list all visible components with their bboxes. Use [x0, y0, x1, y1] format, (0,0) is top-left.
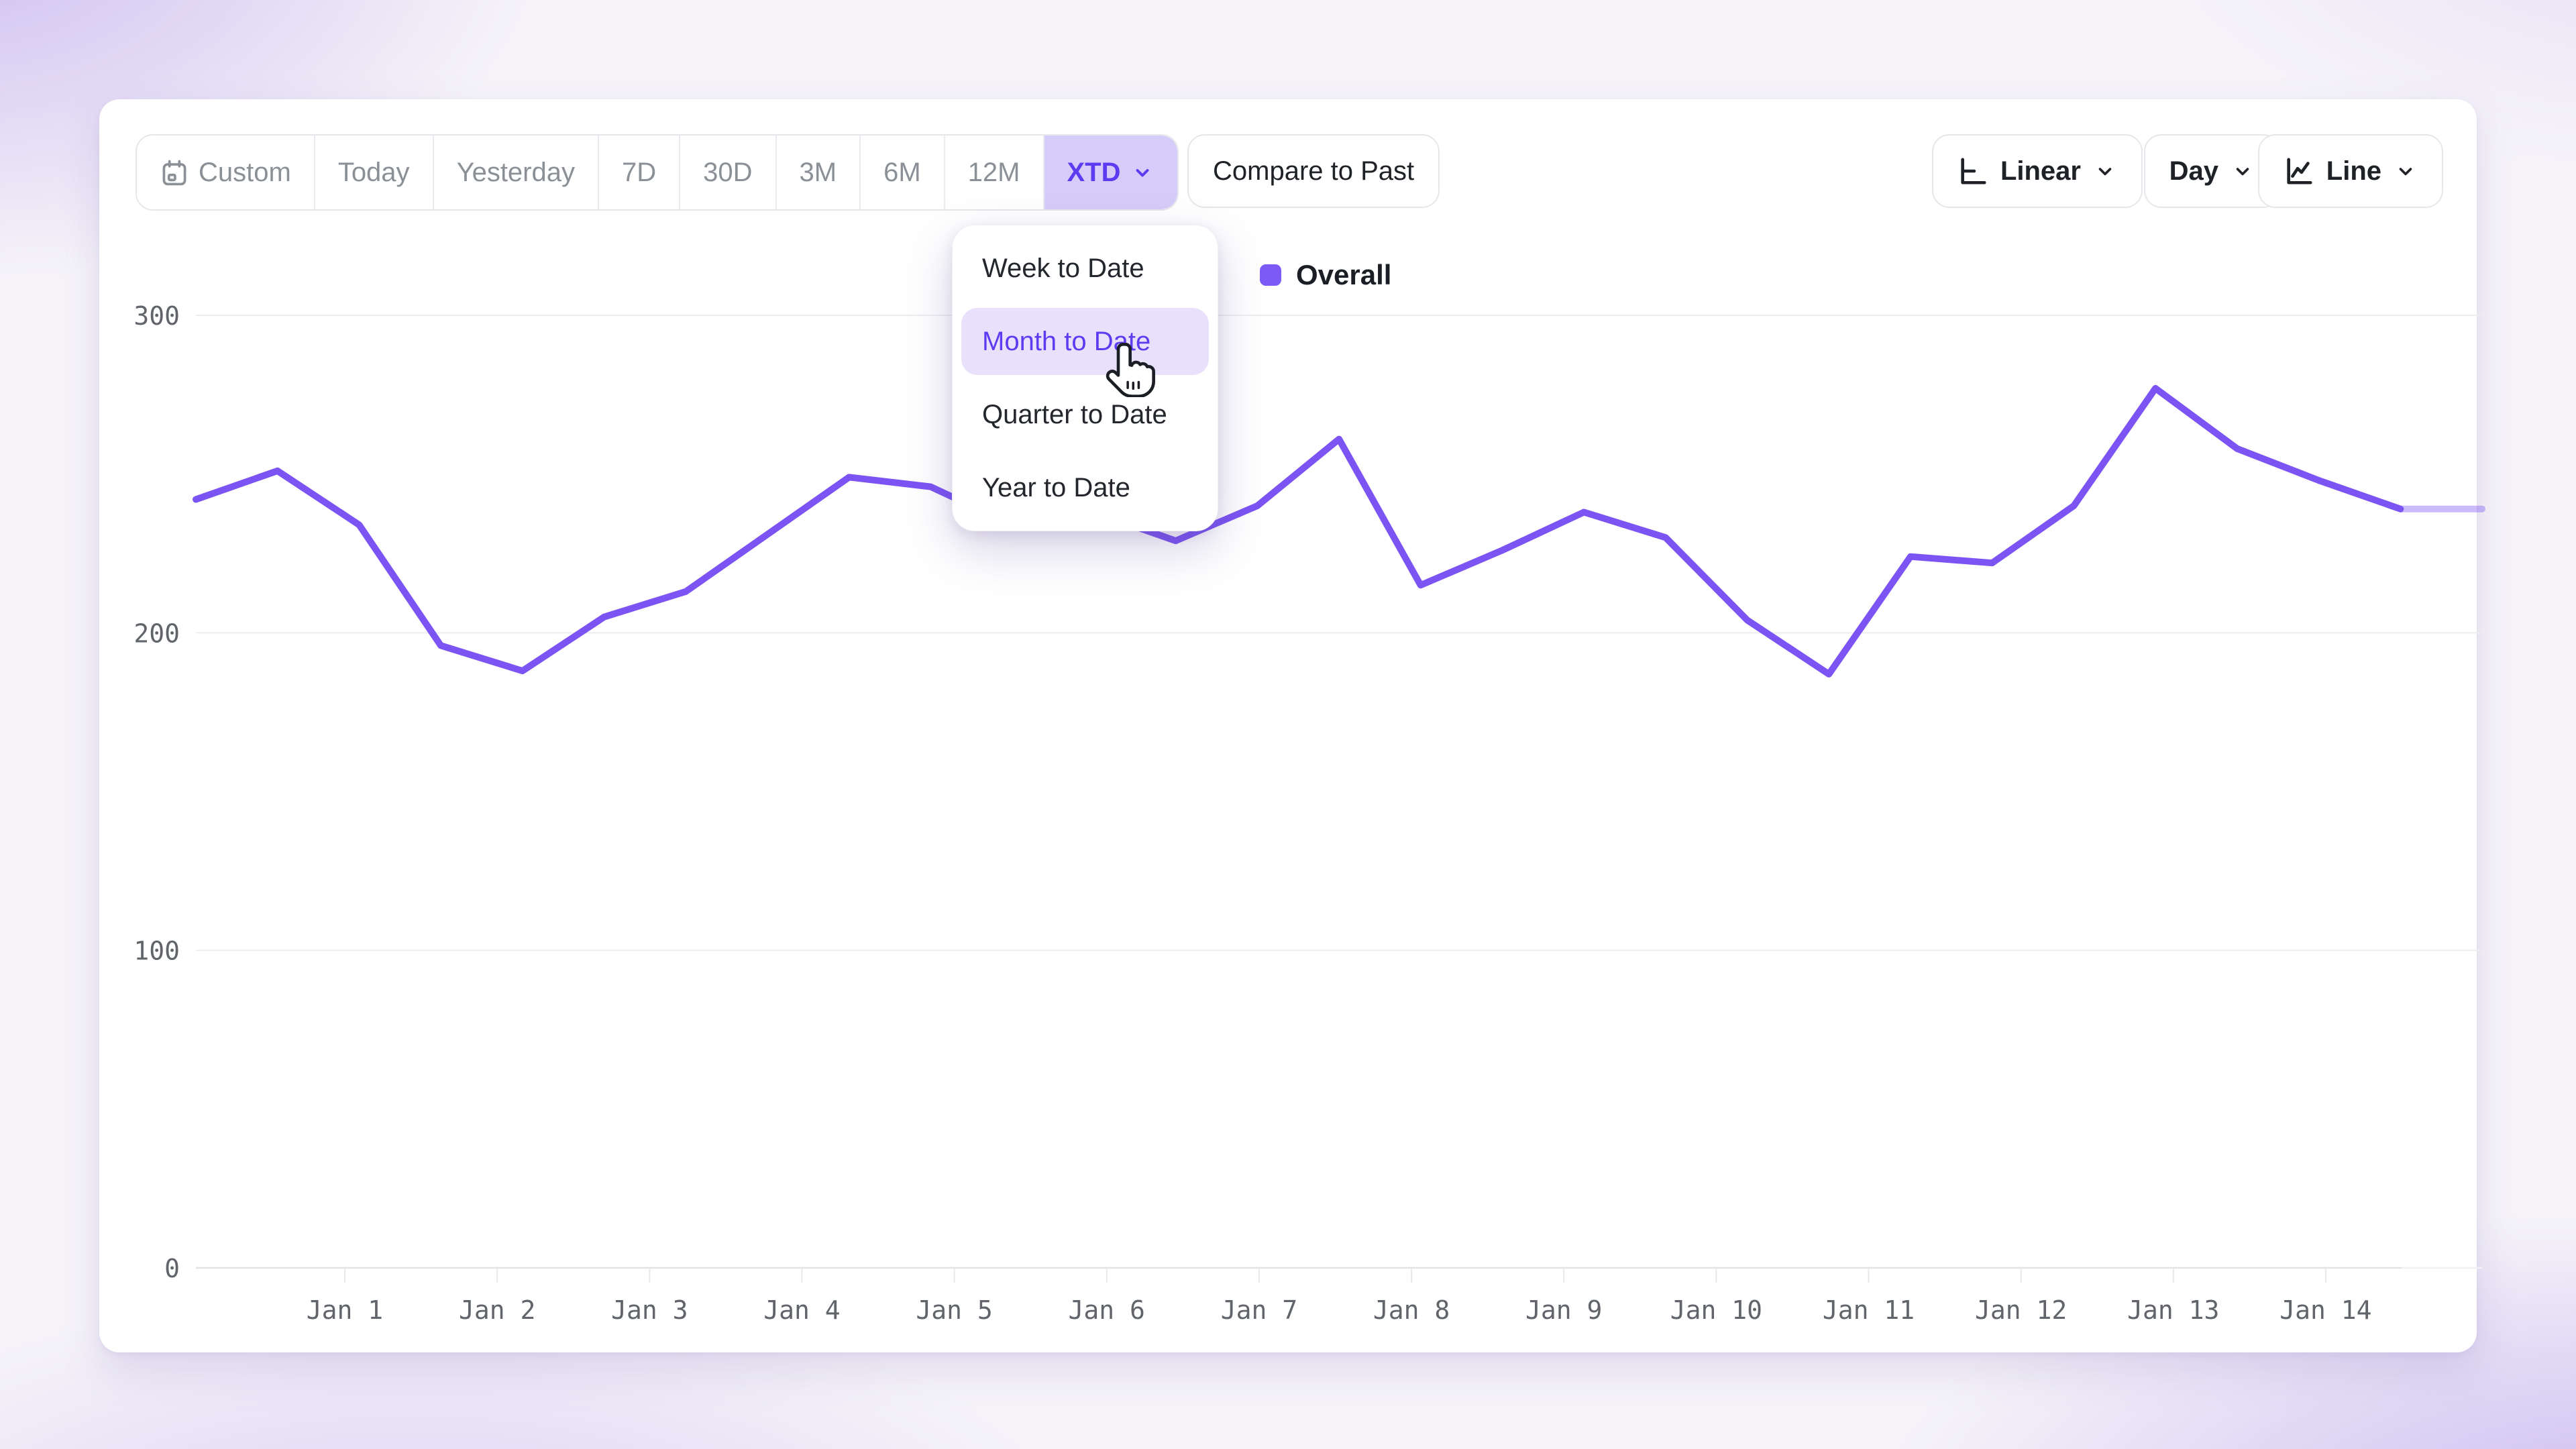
range-button-label: Custom [199, 157, 291, 187]
chart-type-select-button[interactable]: Line [2257, 134, 2443, 208]
menu-item-month-to-date[interactable]: Month to Date [961, 308, 1209, 375]
chevron-down-icon [2236, 168, 2249, 176]
range-button-label: XTD [1067, 157, 1121, 187]
calendar-icon [162, 160, 186, 186]
menu-item-year-to-date[interactable]: Year to Date [982, 472, 1130, 502]
menu-item-week-to-date[interactable]: Week to Date [982, 253, 1144, 283]
range-button-label: 7D [622, 157, 657, 187]
range-button-12m[interactable]: 12M [945, 136, 1044, 209]
line-chart-icon [2287, 158, 2312, 184]
menu-item-quarter-to-date[interactable]: Quarter to Date [982, 399, 1167, 429]
range-button-30d[interactable]: 30D [680, 136, 777, 209]
chevron-down-icon [2098, 168, 2112, 176]
chevron-down-icon [2399, 168, 2412, 176]
legend: Overall [1260, 259, 1391, 291]
legend-swatch [1260, 264, 1281, 286]
range-button-6m[interactable]: 6M [861, 136, 945, 209]
range-button-custom[interactable]: Custom [137, 136, 315, 209]
range-button-label: Today [337, 157, 410, 187]
scale-select-button[interactable]: Linear [1931, 134, 2143, 208]
date-range-segmented-control: Custom Today Yesterday 7D 30D 3M 6M 12M XTD [136, 134, 1179, 211]
granularity-select-button[interactable]: Day [2143, 134, 2280, 208]
range-button-7d[interactable]: 7D [599, 136, 681, 209]
hand-cursor-icon [1106, 343, 1155, 397]
range-button-label: 12M [967, 157, 1020, 187]
range-button-today[interactable]: Today [315, 136, 434, 209]
analytics-card [99, 99, 2477, 1352]
range-button-3m[interactable]: 3M [776, 136, 861, 209]
compare-to-past-label: Compare to Past [1213, 156, 1415, 186]
chart-type-select-label: Line [2326, 156, 2381, 186]
range-button-label: 6M [883, 157, 921, 187]
scale-select-label: Linear [2000, 156, 2081, 186]
range-button-label: 3M [799, 157, 837, 187]
range-button-yesterday[interactable]: Yesterday [433, 136, 599, 209]
legend-label: Overall [1296, 259, 1392, 290]
range-button-label: 30D [703, 157, 753, 187]
xtd-dropdown-menu: Week to Date Month to Date Quarter to Date… [952, 225, 1218, 531]
granularity-select-label: Day [2169, 156, 2218, 186]
chevron-down-icon [1136, 169, 1148, 177]
axis-icon [1961, 158, 1986, 184]
range-button-xtd[interactable]: XTD [1044, 136, 1177, 209]
range-button-label: Yesterday [456, 157, 575, 187]
compare-to-past-button[interactable]: Compare to Past [1187, 134, 1440, 208]
